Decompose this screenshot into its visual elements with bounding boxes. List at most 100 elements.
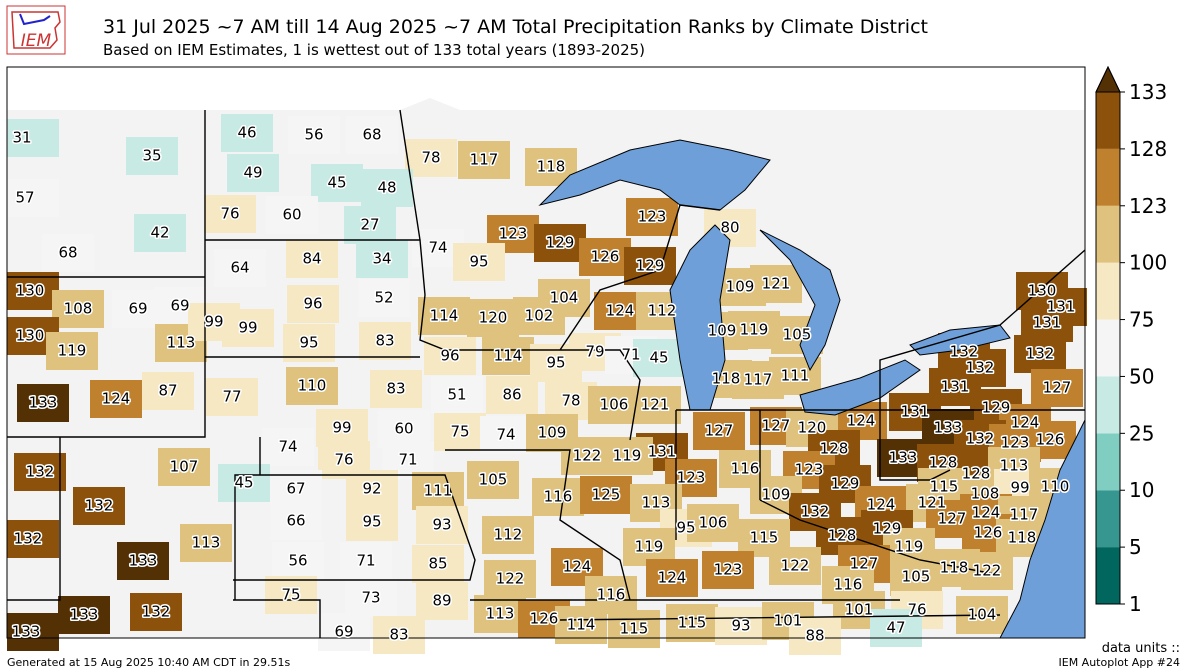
district-patch [693, 412, 745, 450]
district-rank: 95 [676, 519, 695, 537]
district-rank: 123 [677, 469, 706, 487]
district-patch [431, 376, 483, 414]
district-patch [687, 504, 739, 542]
district-rank: 133 [129, 552, 158, 570]
district-rank: 121 [762, 275, 791, 293]
district-rank: 111 [781, 367, 810, 385]
district-patch [218, 464, 270, 502]
district-rank: 101 [774, 612, 803, 630]
district-patch [180, 524, 232, 562]
district-rank: 114 [567, 616, 596, 634]
lake-huron [759, 229, 841, 372]
district-rank: 112 [648, 302, 677, 320]
district-patch [346, 116, 398, 154]
district-patch [1014, 335, 1066, 373]
district-patch [789, 617, 841, 655]
colorbar-tick-label: 100 [1129, 251, 1167, 275]
district-patch [270, 470, 322, 508]
district-rank: 133 [70, 606, 99, 624]
lake-superior [538, 139, 771, 211]
district-rank: 122 [496, 570, 525, 588]
district-patch [73, 487, 125, 525]
district-patch [482, 337, 534, 375]
district-rank: 124 [867, 496, 896, 514]
logo-text: IEM [21, 31, 52, 51]
district-rank: 106 [600, 396, 629, 414]
district-patch [453, 243, 505, 281]
district-patch [1031, 369, 1083, 407]
district-rank: 118 [1008, 529, 1037, 547]
district-patch [359, 322, 411, 360]
district-rank: 87 [158, 382, 177, 400]
district-rank: 104 [968, 606, 997, 624]
district-rank: 99 [238, 319, 257, 337]
district-rank: 124 [1011, 414, 1040, 432]
district-patch [46, 332, 98, 370]
district-rank: 116 [834, 576, 863, 594]
district-rank: 113 [1000, 457, 1029, 475]
district-rank: 131 [648, 443, 677, 461]
district-rank: 99 [1010, 479, 1029, 497]
district-rank: 99 [204, 313, 223, 331]
district-rank: 133 [889, 449, 918, 467]
district-rank: 51 [447, 386, 466, 404]
district-rank: 76 [907, 601, 926, 619]
district-rank: 78 [561, 392, 580, 410]
district-patch [361, 169, 413, 207]
district-rank: 129 [636, 257, 665, 275]
district-patch [532, 478, 584, 516]
colorbar-segment [1096, 376, 1120, 434]
district-rank: 84 [302, 250, 321, 268]
logo-outline [11, 11, 61, 49]
district-rank: 120 [479, 309, 508, 327]
district-rank: 69 [128, 300, 147, 318]
district-rank: 83 [375, 332, 394, 350]
district-rank: 67 [286, 480, 305, 498]
district-patch [316, 409, 368, 447]
subtitle: Based on IEM Estimates, 1 is wettest out… [103, 41, 645, 59]
logo-river [19, 13, 51, 26]
district-rank: 83 [386, 380, 405, 398]
district-rank: 113 [192, 534, 221, 552]
district-patch [287, 285, 339, 323]
district-rank: 128 [962, 465, 991, 483]
district-rank: 56 [304, 126, 323, 144]
district-patch [58, 596, 110, 634]
district-patch [626, 198, 678, 236]
map-frame [6, 66, 1086, 639]
district-rank: 73 [361, 589, 380, 607]
district-patch [579, 238, 631, 276]
district-rank: 124 [606, 302, 635, 320]
colorbar-tick-label: 1 [1129, 592, 1142, 616]
district-rank: 132 [14, 530, 43, 548]
district-rank: 123 [638, 208, 667, 226]
district-rank: 124 [563, 558, 592, 576]
colorbar-tick-label: 128 [1129, 137, 1167, 161]
district-patch [42, 234, 94, 272]
colorbar-tick-label: 5 [1129, 535, 1142, 559]
district-rank: 93 [432, 516, 451, 534]
district-rank: 120 [798, 419, 827, 437]
district-rank: 131 [1047, 298, 1076, 316]
district-rank: 119 [635, 538, 664, 556]
district-rank: 124 [102, 390, 131, 408]
district-patch [482, 516, 534, 554]
district-rank: 132 [966, 359, 995, 377]
district-patch [434, 413, 486, 451]
district-rank: 71 [398, 451, 417, 469]
district-rank: 118 [940, 559, 969, 577]
district-rank: 113 [486, 605, 515, 623]
district-rank: 104 [550, 289, 579, 307]
district-rank: 114 [494, 347, 523, 365]
district-patch [358, 279, 410, 317]
district-patch [272, 542, 324, 580]
district-rank: 113 [642, 494, 671, 512]
colorbar-tick-label: 75 [1129, 308, 1154, 332]
district-rank: 109 [762, 486, 791, 504]
state-borders [7, 109, 1086, 638]
district-patch [227, 154, 279, 192]
units-label: data units :: [1102, 641, 1180, 656]
district-rank: 131 [941, 378, 970, 396]
